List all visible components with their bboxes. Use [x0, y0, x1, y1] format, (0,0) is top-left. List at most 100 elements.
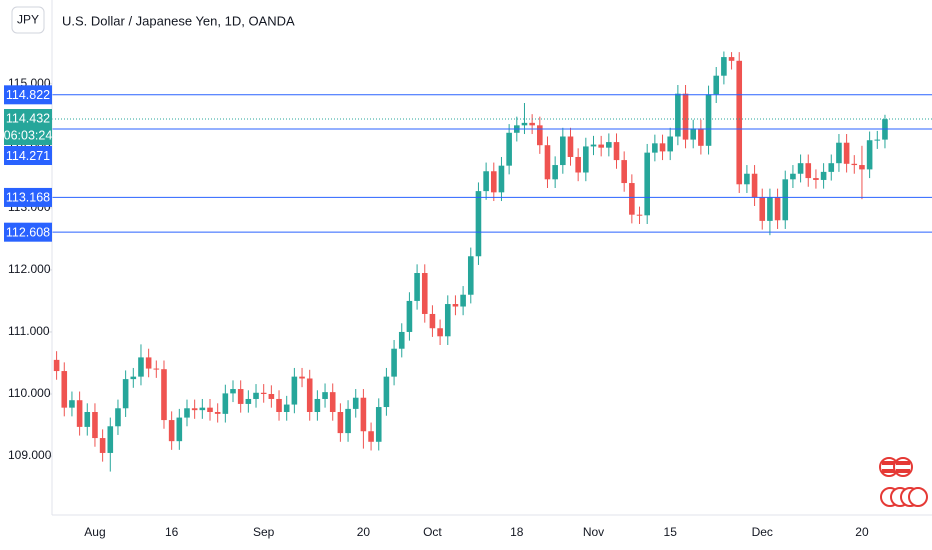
candle-body [161, 369, 167, 421]
candle-body [460, 294, 466, 307]
candle-body [467, 256, 474, 295]
y-tick-label: 111.000 [8, 324, 50, 338]
candle-body [115, 408, 121, 427]
candle-body [560, 136, 566, 166]
candle-body [314, 398, 321, 412]
candle-body [391, 348, 397, 377]
candle-body [214, 412, 221, 414]
candle-body [506, 132, 512, 166]
candle-body [797, 163, 804, 174]
candle-body [276, 398, 282, 412]
x-tick-label: 18 [510, 525, 524, 539]
candle-body [544, 145, 551, 180]
plot-area [52, 51, 932, 472]
candle-body [53, 359, 60, 372]
candle-body [268, 394, 275, 399]
candle-body [291, 376, 298, 405]
candle-body [705, 94, 712, 146]
candle-body [237, 389, 244, 404]
candle-body [145, 357, 152, 369]
candle-body [368, 431, 374, 442]
x-tick-label: Nov [583, 525, 604, 539]
candle-body [444, 304, 451, 337]
candle-body [337, 412, 344, 434]
candle-body [122, 379, 129, 409]
candle-body [345, 408, 351, 434]
x-tick-label: 20 [357, 525, 371, 539]
candle-body [744, 173, 750, 185]
candle-body [437, 328, 443, 337]
candle-body [851, 163, 858, 166]
y-tick-label: 109.000 [8, 448, 52, 462]
x-tick-label: Dec [752, 525, 773, 539]
candle-body [782, 179, 789, 221]
candle-body [329, 392, 336, 412]
price-line-label: 114.822 [6, 88, 50, 102]
candle-body [230, 389, 236, 394]
candle-body [360, 397, 367, 432]
candle-body [874, 139, 881, 141]
price-line-label-bg [4, 85, 52, 105]
candle-body [767, 197, 773, 221]
flag-icons [879, 457, 928, 507]
x-tick-label: 15 [664, 525, 678, 539]
candle-body [690, 128, 697, 140]
candle-body [805, 163, 812, 179]
candle-body [299, 376, 305, 379]
candle-body [659, 143, 666, 152]
candle-body [260, 392, 267, 395]
candle-body [429, 313, 436, 329]
candle-body [306, 378, 313, 412]
currency-label[interactable]: JPY [17, 13, 39, 27]
candle-body [713, 75, 720, 95]
candle-body [552, 165, 558, 180]
currency-button[interactable] [11, 6, 45, 34]
candle-body [283, 404, 290, 412]
last-price-label-bg [4, 109, 52, 146]
candle-body [398, 331, 405, 349]
candle-body [452, 304, 459, 307]
candle-body [621, 160, 627, 184]
candle-body [613, 142, 620, 161]
candle-body [138, 357, 144, 377]
countdown-label: 06:03:24 [4, 128, 53, 142]
candle-body [675, 93, 681, 137]
y-tick-label: 110.000 [8, 386, 51, 400]
candle-body [107, 426, 114, 453]
candle-body [199, 407, 206, 411]
candle-body [759, 197, 766, 221]
x-tick-label: 16 [165, 525, 179, 539]
price-line-label: 114.271 [6, 149, 50, 163]
candle-body [92, 412, 98, 439]
candle-body [598, 144, 604, 148]
candle-body [61, 371, 68, 408]
price-line-label: 113.168 [6, 191, 50, 205]
candle-body [153, 368, 160, 370]
candle-body [751, 173, 758, 198]
candle-body [69, 400, 75, 408]
candle-body [721, 57, 727, 76]
price-line-label-bg [4, 222, 52, 242]
x-tick-label: 20 [855, 525, 869, 539]
candle-body [583, 146, 589, 173]
y-tick-label: 112.000 [8, 262, 51, 276]
candle-body [820, 171, 827, 180]
x-tick-label: Aug [84, 525, 105, 539]
candle-body [421, 273, 428, 314]
candle-body [644, 152, 650, 216]
candle-body [498, 165, 505, 193]
candle-body [774, 197, 781, 221]
candle-body [414, 273, 420, 301]
candle-body [529, 122, 535, 126]
candle-body [383, 376, 390, 408]
candle-body [843, 142, 850, 164]
x-tick-label: Sep [253, 525, 275, 539]
candle-body [537, 125, 543, 146]
candle-body [99, 438, 106, 453]
x-tick-label: Oct [423, 525, 442, 539]
candle-body [698, 128, 704, 146]
candle-body [813, 178, 819, 180]
